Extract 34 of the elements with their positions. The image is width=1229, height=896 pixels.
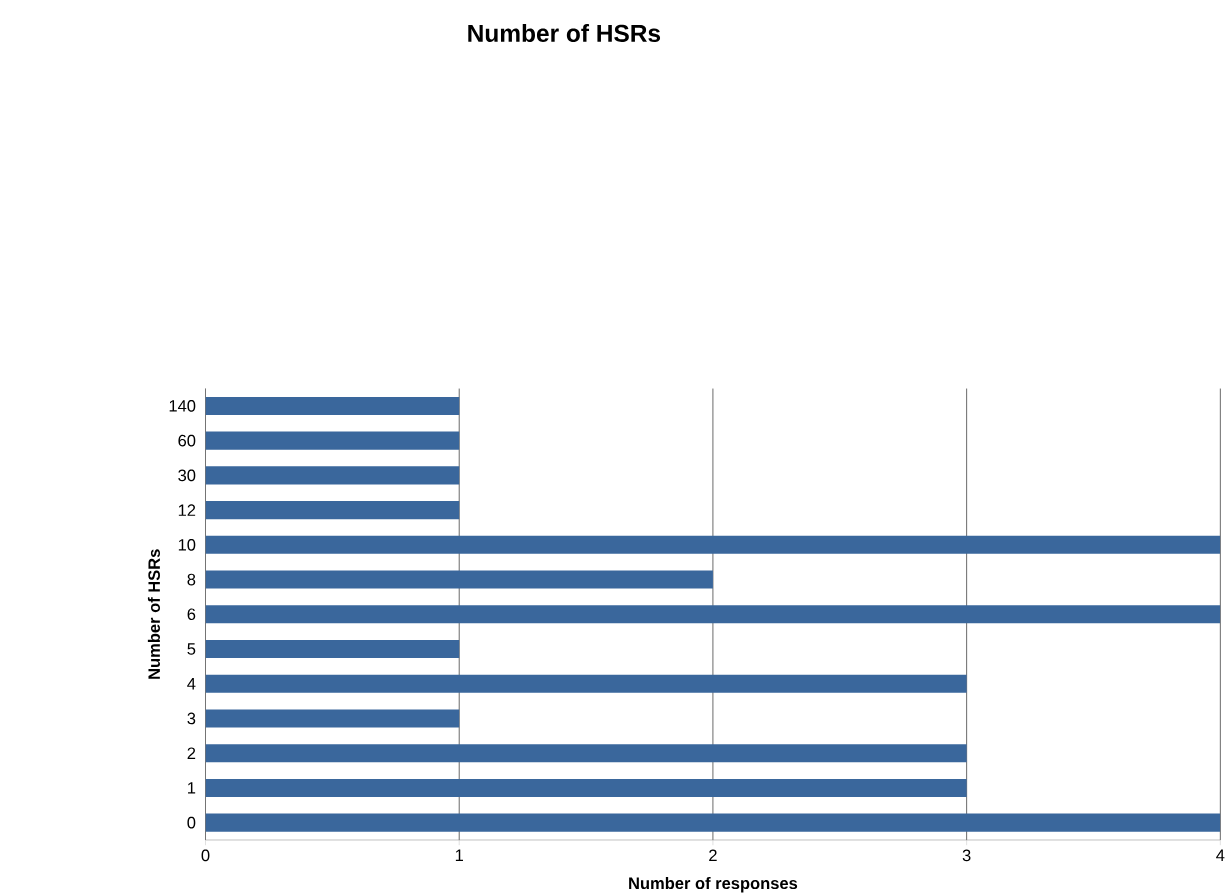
bar — [205, 431, 460, 450]
x-tick-label: 3 — [962, 849, 971, 862]
bar — [205, 778, 967, 797]
x-tick-label: 2 — [709, 849, 717, 861]
y-tick-label: 4 — [187, 677, 196, 690]
y-tick-label: 0 — [187, 816, 196, 829]
bar — [205, 466, 460, 485]
y-tick-label: 6 — [187, 608, 196, 620]
bar — [205, 813, 1221, 832]
y-tick-label: 5 — [187, 643, 196, 655]
y-tick-label: 12 — [178, 504, 196, 516]
y-tick-label: 1 — [188, 782, 196, 794]
bar — [205, 605, 1221, 624]
x-tick-label: 0 — [201, 849, 210, 862]
x-tick-label: 1 — [455, 849, 463, 861]
bar — [205, 743, 967, 762]
bar — [205, 639, 460, 658]
bar — [205, 570, 713, 589]
chart-title: Number of HSRs — [468, 23, 661, 42]
y-tick-label: 8 — [187, 573, 196, 586]
y-tick-label: 140 — [169, 399, 196, 412]
y-tick-label: 3 — [187, 712, 196, 725]
y-axis-title: Number of HSRs — [147, 549, 160, 679]
bar — [205, 500, 460, 519]
bar — [205, 535, 1221, 554]
y-tick-label: 2 — [187, 747, 196, 759]
y-tick-label: 60 — [178, 434, 196, 447]
bar — [205, 709, 460, 728]
y-tick-label: 30 — [178, 469, 196, 481]
bar — [205, 396, 460, 415]
x-axis-title: Number of responses — [629, 876, 798, 893]
x-tick-label: 4 — [1216, 849, 1225, 861]
bar — [205, 674, 967, 693]
y-tick-label: 10 — [178, 538, 196, 551]
